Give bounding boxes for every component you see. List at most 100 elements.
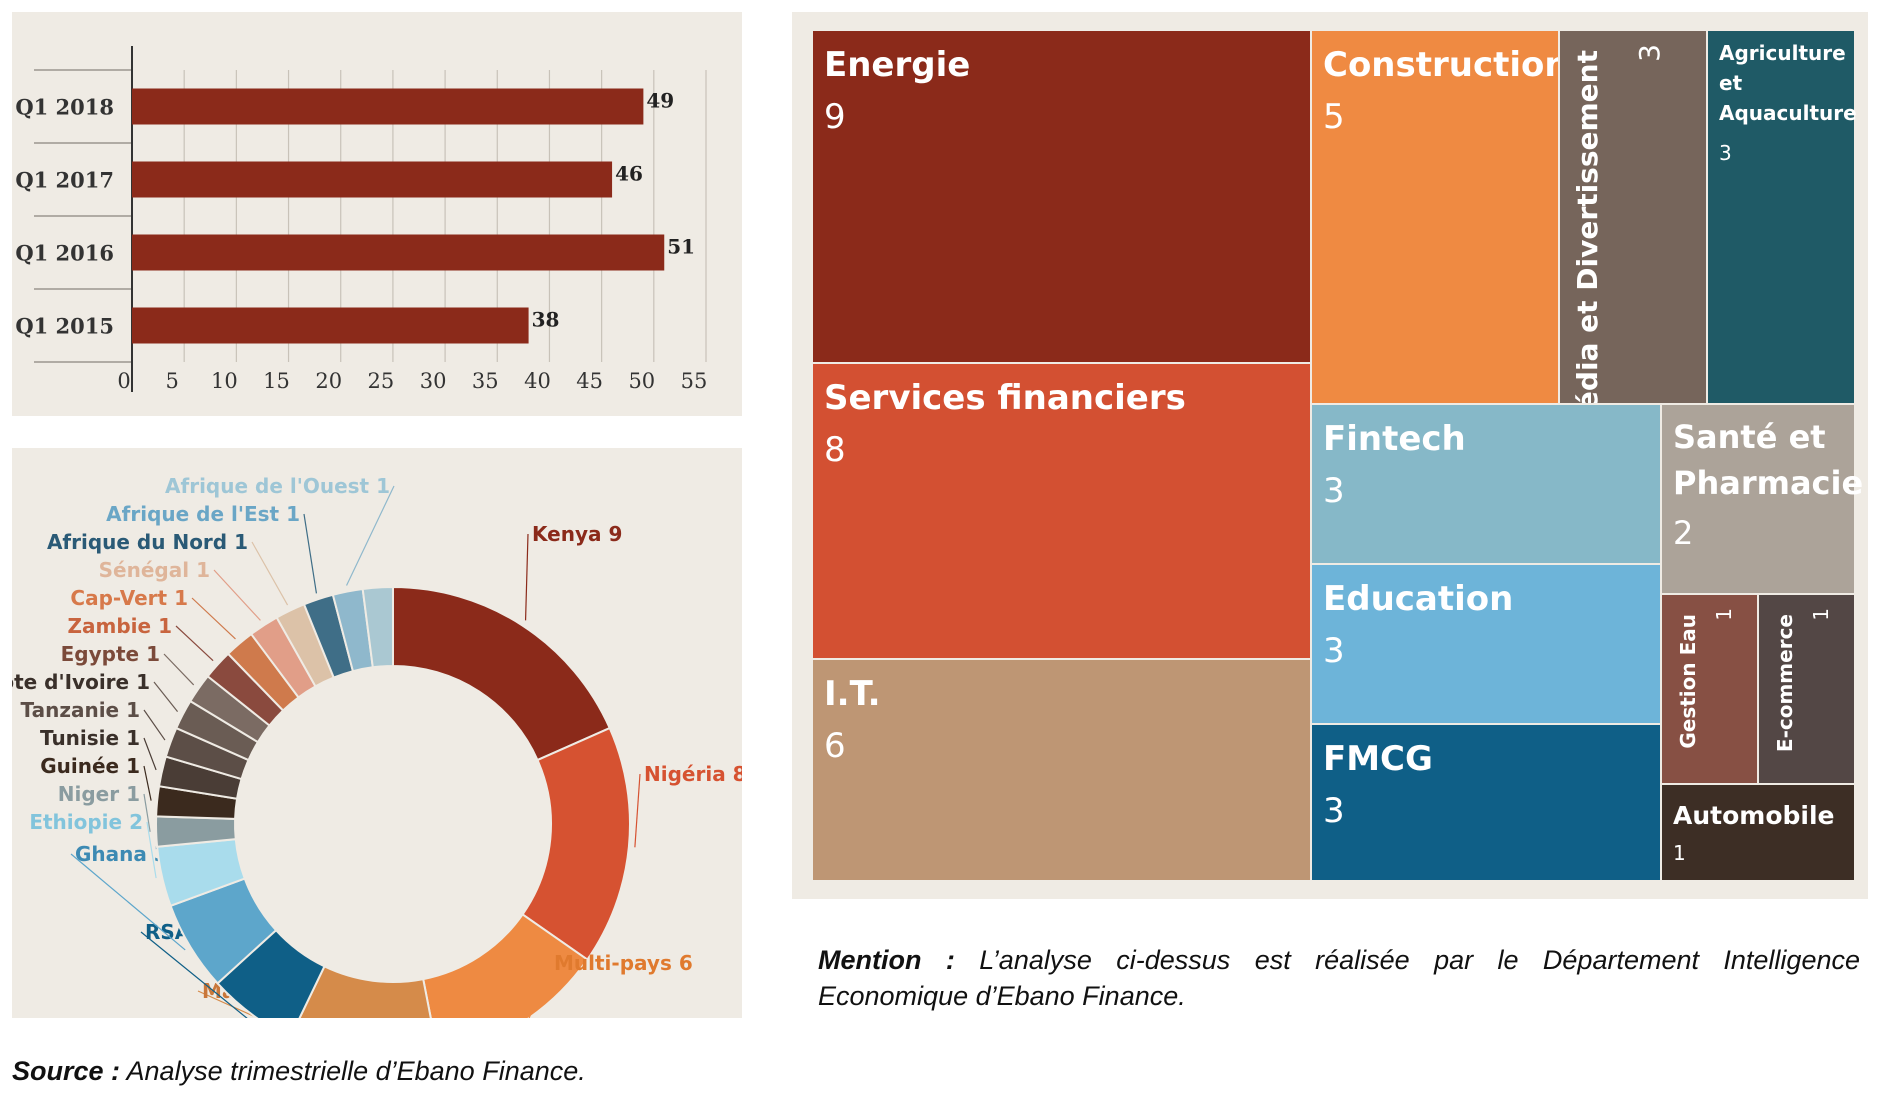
slice-value: 1: [196, 558, 210, 582]
slice-gap: [119, 782, 126, 806]
tile-label: FMCG: [1323, 739, 1433, 779]
leader-line: [346, 485, 395, 586]
leader-line: [70, 853, 186, 951]
slice-gap: [369, 474, 376, 498]
tile-label: Média et Divertissement: [1571, 50, 1604, 438]
treemap-tile: [1757, 593, 1856, 785]
x-tick-label: 50: [628, 369, 655, 393]
slice-name: Côte d'Ivoire: [12, 670, 129, 694]
bar-value-label: 49: [646, 89, 674, 113]
mention-label: Mention :: [818, 945, 955, 975]
leader-line: [140, 931, 248, 1018]
bar: [132, 161, 613, 198]
slice-label: Côte d'Ivoire 1: [12, 670, 150, 694]
slice-label: Afrique du Nord 1: [47, 530, 248, 554]
slice-label: Tunisie 1: [40, 726, 140, 750]
tile-value: 3: [1323, 471, 1345, 511]
leader-line: [163, 653, 195, 686]
slice-label: Kenya 9: [532, 522, 622, 546]
slice-label: Niger 1: [58, 782, 140, 806]
tile-value: 1: [1809, 608, 1833, 621]
slice-label: Multi-pays 6: [554, 951, 693, 975]
slice-gap: [119, 698, 126, 722]
bar: [132, 234, 665, 271]
x-tick-label: 35: [472, 369, 499, 393]
tile-label: Fintech: [1323, 419, 1466, 459]
slice-label: Afrique de l'Ouest 1: [165, 474, 390, 498]
slice-name: Cap-Vert: [70, 586, 167, 610]
tile-label-line: Aquaculture: [1719, 101, 1857, 125]
tile-value: 6: [824, 726, 846, 766]
slice-gap: [151, 614, 158, 638]
leader-line: [143, 793, 151, 832]
bar: [132, 307, 529, 344]
treemap-tile: [811, 658, 1312, 882]
slice-value: 1: [174, 586, 188, 610]
treemap-tile: [1310, 563, 1662, 725]
x-tick-label: 30: [420, 369, 447, 393]
slice-name: Kenya: [532, 522, 601, 546]
slice-value: 2: [129, 810, 143, 834]
donut-slice: [422, 913, 589, 1018]
tile-label: Education: [1323, 579, 1513, 619]
slice-label: Sénégal 1: [99, 558, 210, 582]
slice-name: Niger: [58, 782, 119, 806]
tile-label: Construction: [1323, 45, 1569, 85]
tile-value: 5: [1323, 97, 1345, 137]
slice-gap: [279, 502, 286, 526]
slice-value: 9: [608, 522, 622, 546]
x-tick-label: 45: [576, 369, 603, 393]
bar-value-label: 46: [615, 162, 643, 186]
category-label: Q1 2017: [15, 168, 114, 193]
slice-label: Egypte 1: [61, 642, 160, 666]
tile-label: Energie: [824, 45, 970, 85]
slice-name: Ghana: [75, 842, 147, 866]
slice-label: Zambie 1: [68, 614, 172, 638]
slice-label: Tanzanie 1: [21, 698, 140, 722]
leader-line: [143, 765, 152, 801]
mention-note: Mention : L’analyse ci-dessus est réalis…: [818, 942, 1860, 1014]
slice-gap: [189, 558, 196, 582]
leader-line: [197, 990, 260, 1018]
x-tick-label: 20: [315, 369, 342, 393]
slice-gap: [601, 522, 608, 546]
bar-value-label: 38: [532, 308, 560, 332]
slice-name: Guinée: [40, 754, 119, 778]
slice-gap: [119, 754, 126, 778]
treemap-tile: [811, 29, 1312, 364]
tile-value: 3: [1323, 791, 1345, 831]
slice-name: Afrique de l'Ouest: [165, 474, 370, 498]
leader-line: [143, 737, 157, 771]
slice-name: Tanzanie: [21, 698, 120, 722]
x-tick-label: 55: [681, 369, 708, 393]
leader-line: [175, 625, 214, 662]
leader-line: [191, 597, 236, 640]
slice-value: 6: [679, 951, 693, 975]
source-text: Analyse trimestrielle d’Ebano Finance.: [120, 1056, 586, 1086]
leader-line: [143, 709, 166, 741]
slice-name: Egypte: [61, 642, 139, 666]
treemap-tile: [1310, 29, 1560, 405]
treemap-tile: [1558, 29, 1708, 405]
source-note: Source : Analyse trimestrielle d’Ebano F…: [12, 1056, 586, 1087]
tile-label: Gestion Eau: [1676, 614, 1700, 749]
tile-value: 2: [1673, 514, 1693, 552]
tile-value: 3: [1633, 44, 1666, 62]
slice-value: 1: [376, 474, 390, 498]
tile-label: Services financiers: [824, 378, 1186, 418]
mention-text: L’analyse ci-dessus est réalisée par le …: [818, 945, 1860, 1011]
slice-value: 8: [733, 762, 742, 786]
slice-label: Ethiopie 2: [29, 810, 143, 834]
tile-label: I.T.: [824, 674, 881, 714]
tile-value: 1: [1712, 608, 1736, 621]
treemap-tile: [1660, 593, 1759, 785]
treemap-tile: [1310, 403, 1662, 565]
tile-label-line: et: [1719, 71, 1743, 95]
slice-value: 1: [126, 698, 140, 722]
bar-chart: Q1 2018 49 Q1 2017 46 Q1 2016 51 Q1 2015 38 0 5 10…: [15, 46, 708, 393]
x-tick-label: 5: [165, 369, 178, 393]
slice-gap: [122, 810, 129, 834]
slice-name: Zambie: [68, 614, 152, 638]
